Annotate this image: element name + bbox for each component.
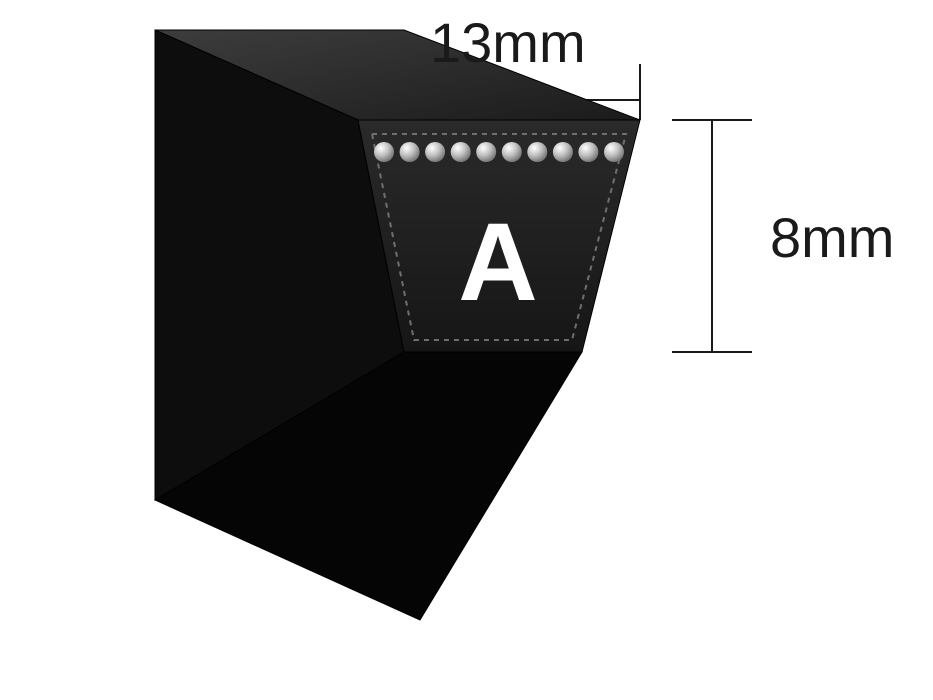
belt-cord (425, 142, 445, 162)
belt-cord (400, 142, 420, 162)
belt-cord (374, 142, 394, 162)
diagram-stage: 13mm 8mm (0, 0, 933, 700)
belt-cord (476, 142, 496, 162)
belt-cord (578, 142, 598, 162)
belt-body: A (155, 30, 640, 620)
belt-cord (604, 142, 624, 162)
width-dimension-label: 13mm (430, 10, 586, 75)
belt-cord (553, 142, 573, 162)
belt-cord (502, 142, 522, 162)
belt-cord (527, 142, 547, 162)
belt-cord (451, 142, 471, 162)
height-dimension-label: 8mm (770, 205, 894, 270)
belt-section-letter: A (458, 201, 537, 324)
belt-diagram-svg: A (0, 0, 933, 700)
height-dimension-lines (672, 120, 752, 352)
